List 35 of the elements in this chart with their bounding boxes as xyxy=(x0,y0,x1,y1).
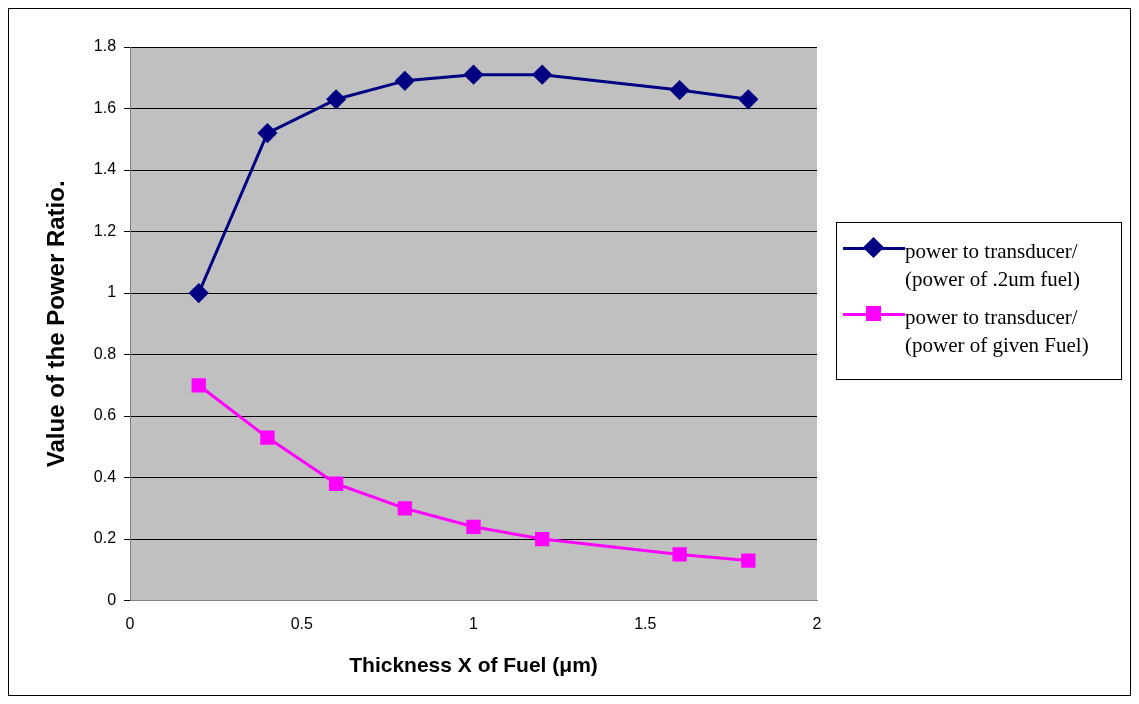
x-tick-label: 1 xyxy=(469,614,479,632)
point xyxy=(672,547,687,562)
x-axis-title: Thickness X of Fuel (μm) xyxy=(349,653,598,677)
point xyxy=(191,378,206,393)
point xyxy=(670,80,690,100)
y-tick-label: 1.4 xyxy=(93,160,117,178)
point xyxy=(328,476,344,491)
y-tick-label: 1.6 xyxy=(93,98,117,116)
point xyxy=(260,430,275,445)
x-tick-label: 0.5 xyxy=(290,614,313,632)
y-tick-label: 0.2 xyxy=(93,529,117,547)
legend-label: power to transducer/ (power of .2um fuel) xyxy=(905,238,1081,293)
point xyxy=(535,531,550,547)
y-tick-label: 0.8 xyxy=(93,344,117,362)
legend-label: power to transducer/ (power of given Fuel) xyxy=(905,304,1090,359)
y-tick-label: 0 xyxy=(107,591,117,609)
x-tick-label: 0 xyxy=(125,614,135,632)
point xyxy=(257,123,277,143)
point xyxy=(397,501,412,516)
y-tick-label: 1.8 xyxy=(93,37,117,55)
x-tick-label: 2 xyxy=(812,614,822,632)
point xyxy=(466,519,481,534)
point xyxy=(395,71,415,91)
y-axis-title: Value of the Power Ratio. xyxy=(42,180,70,468)
point xyxy=(532,65,552,85)
point xyxy=(741,553,756,568)
y-tick-label: 0.6 xyxy=(93,406,117,424)
x-tick-label: 1.5 xyxy=(634,614,657,632)
point xyxy=(738,89,758,109)
y-tick-label: 1 xyxy=(107,283,117,301)
point xyxy=(464,65,484,85)
y-tick-label: 0.4 xyxy=(93,467,117,485)
point xyxy=(189,283,209,303)
y-tick-label: 1.2 xyxy=(93,221,117,239)
point xyxy=(326,89,346,109)
